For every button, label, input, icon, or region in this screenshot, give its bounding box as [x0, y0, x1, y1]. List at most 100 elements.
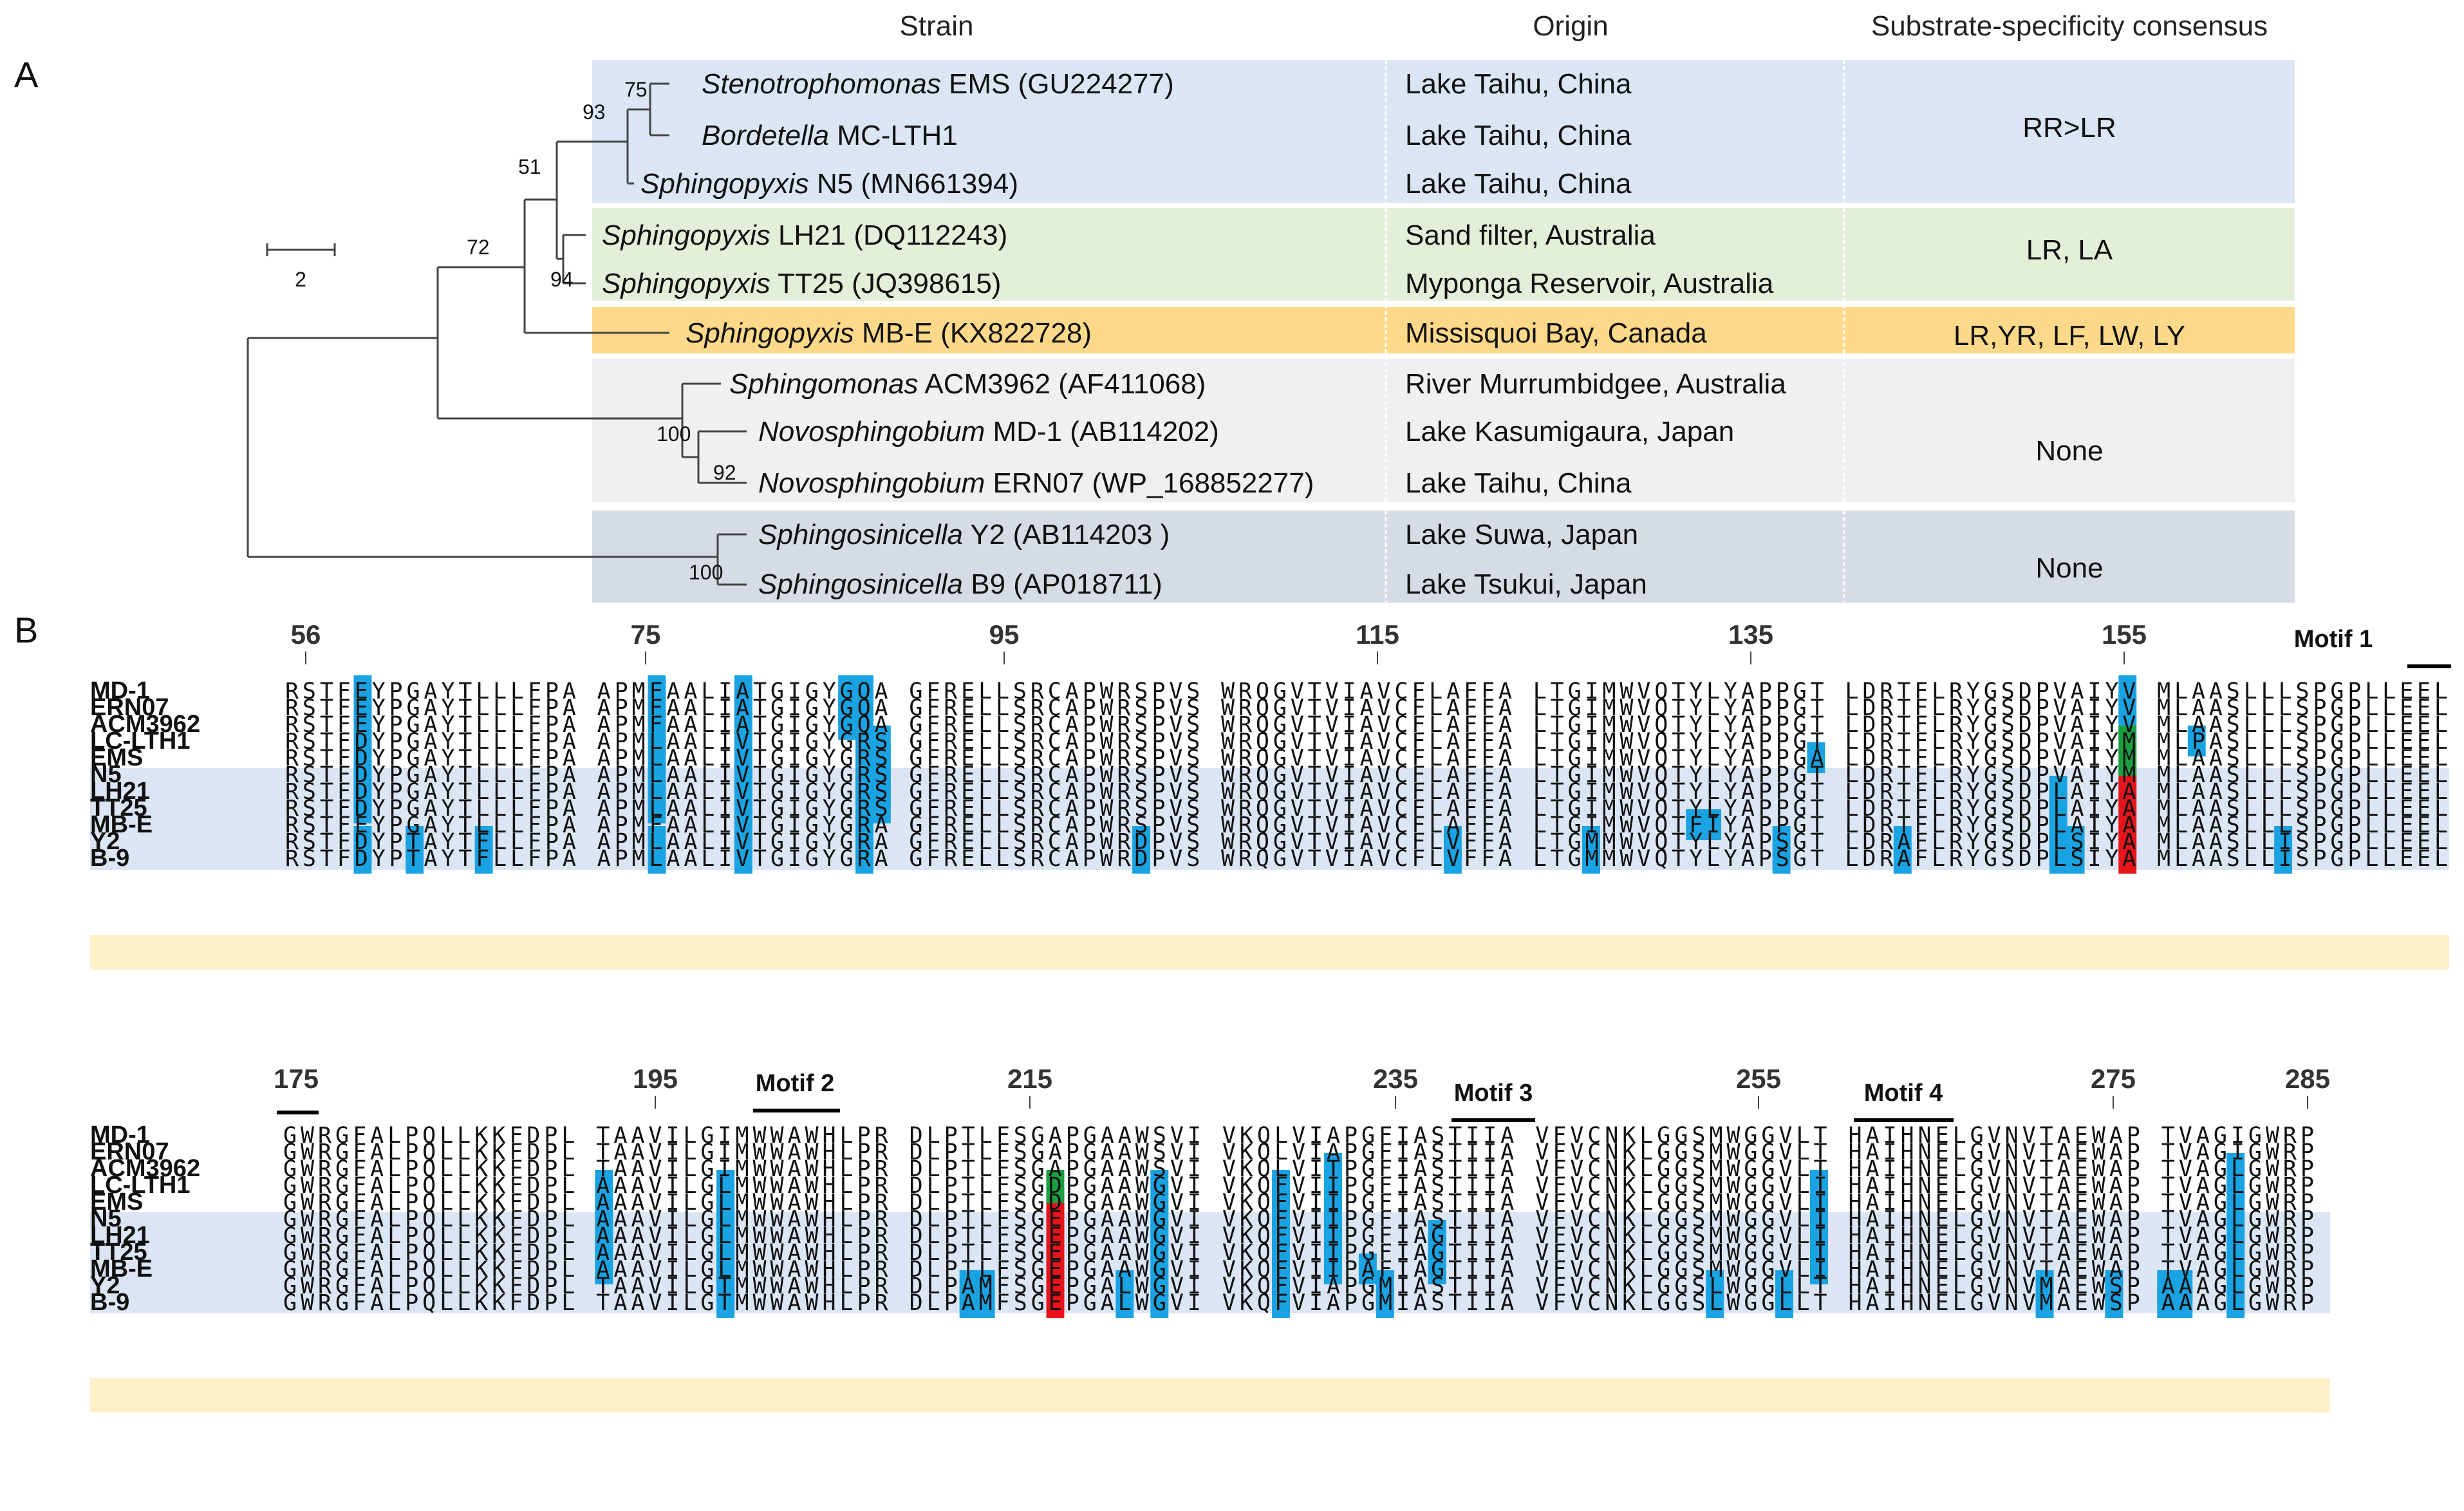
residue-highlight: [1772, 843, 1791, 874]
residue-highlight: [2105, 1287, 2123, 1318]
bootstrap-value: 72: [467, 236, 490, 259]
residue-highlight: [474, 843, 493, 874]
group-bg-none-1: [592, 359, 2295, 502]
strain-label: Sphingopyxis LH21 (DQ112243): [602, 220, 1007, 251]
sequence-name: LC-LTH1: [90, 1172, 191, 1199]
residue-highlight: [734, 843, 752, 874]
sequence-name: LH21: [90, 1222, 150, 1249]
residue-highlight: [2066, 843, 2085, 874]
position-label: 135: [1728, 619, 1773, 650]
sequence-name: LC-LTH1: [90, 727, 191, 755]
strain-label: Sphingopyxis TT25 (JQ398615): [602, 268, 1001, 299]
sequence-name: N5: [90, 1205, 122, 1232]
position-label: 175: [274, 1064, 319, 1094]
residue-highlight: [353, 793, 372, 823]
header-origin: Origin: [1533, 10, 1608, 42]
residue-highlight: [2274, 843, 2293, 874]
motif-label: Motif 2: [756, 1070, 834, 1097]
residue-highlight: [1706, 1287, 1724, 1318]
residue-highlight: [1809, 1253, 1828, 1284]
substrate-label: LR,YR, LF, LW, LY: [1954, 320, 2185, 352]
panel-label-b: B: [14, 610, 38, 650]
sequence-row: GWRGFALPQLLKKFDPL TAAVILGTMWWAWHLPR DLPA…: [283, 1290, 2314, 1316]
substrate-labels: RR>LR LR, LA LR,YR, LF, LW, LY None None: [1954, 112, 2185, 584]
residue-highlight: [1358, 1253, 1377, 1284]
origin-label: Sand filter, Australia: [1405, 220, 1656, 251]
sequence-names-1: MD-1ERN07ACM3962LC-LTH1EMSN5LH21TT25MB-E…: [90, 677, 200, 872]
sequence-row: GWRGFALPQLLKKFDPL AAAVILGLMWWAWHLPR DLPT…: [283, 1223, 2314, 1249]
motif-label: Motif 4: [1864, 1080, 1943, 1107]
origin-label: Myponga Reservoir, Australia: [1405, 268, 1774, 299]
sequence-name: N5: [90, 761, 122, 788]
strain-label: Sphingopyxis MB-E (KX822728): [686, 317, 1092, 349]
alignment-block-2: MD-1ERN07ACM3962LC-LTH1EMSN5LH21TT25MB-E…: [90, 1064, 2330, 1412]
sequence-name: B-9: [90, 1289, 129, 1316]
residue-highlight: [1323, 1253, 1342, 1284]
row-highlight-mbe: [90, 935, 2449, 970]
group-bg-lr-la: [592, 208, 2295, 301]
sequence-name: LH21: [90, 778, 150, 805]
motif-label: Motif 1: [2294, 626, 2373, 653]
sequence-name: TT25: [90, 1239, 147, 1266]
bootstrap-value: 92: [713, 461, 736, 484]
sequence-name: EMS: [90, 1188, 143, 1215]
origin-label: Lake Taihu, China: [1405, 68, 1632, 100]
sequence-row: GWRGFALPQLLKKFDPL AAAVILGLMWWAWHLPR DLPT…: [283, 1190, 2314, 1215]
sequence-row: GWRGFALPQLLKKFDPL TAAVILGIMWWAWHLPR DLPT…: [283, 1140, 2314, 1165]
strain-label: Sphingopyxis N5 (MN661394): [640, 168, 1018, 200]
residue-highlights-1: [353, 675, 2293, 874]
substrate-label: RR>LR: [2022, 112, 2116, 144]
sequence-name: MD-1: [90, 677, 150, 704]
position-label: 75: [631, 619, 661, 650]
bootstrap-value: 100: [689, 561, 723, 584]
position-label: 235: [1373, 1064, 1418, 1094]
bootstrap-value: 100: [657, 422, 691, 446]
position-label: 255: [1736, 1064, 1781, 1094]
residue-highlight: [855, 843, 873, 874]
sequence-row: GWRGFALPQLLKKFDPL AAAVILGLMWWAWHLPR DLPT…: [283, 1173, 2314, 1199]
sequence-name: Y2: [90, 1272, 120, 1299]
origin-label: Missisquoi Bay, Canada: [1405, 317, 1707, 349]
strain-label: Sphingomonas ACM3962 (AF411068): [729, 368, 1206, 400]
residue-highlight: [2157, 1287, 2176, 1318]
sequence-row: GWRGFALPQLLKKFDPL TAAVILGTMWWAWHLPR DLPA…: [283, 1273, 2314, 1299]
residue-highlight: [2174, 1287, 2193, 1318]
position-label: 215: [1007, 1064, 1052, 1094]
origin-label: Lake Taihu, China: [1405, 168, 1632, 200]
sequence-row: GWRGFALPQLLKKFDPL AAAVILGLMWWAWHLPR DLPT…: [283, 1240, 2314, 1266]
strain-label: Novosphingobium ERN07 (WP_168852277): [758, 467, 1314, 499]
residue-highlight: [595, 1253, 613, 1284]
origin-label: Lake Taihu, China: [1405, 120, 1632, 151]
group-bg-rr: [592, 60, 2295, 203]
sequence-name: Y2: [90, 828, 120, 855]
position-label: 155: [2102, 619, 2147, 650]
group-backgrounds: [592, 60, 2295, 603]
sequence-row: GWRGFALPQLLKKFDPL AAAVILGLMWWAWHLPR DLPT…: [283, 1206, 2314, 1232]
residue-highlight: [353, 843, 372, 874]
sequence-row: GWRGFALPQLLKKFDPL TAAVILGIMWWAWHLPR DLPT…: [283, 1156, 2314, 1182]
strain-label: Sphingosinicella Y2 (AB114203 ): [758, 519, 1170, 550]
residue-highlight: [2118, 843, 2137, 874]
residue-highlight: [648, 843, 666, 874]
sequences-2: GWRGFALPQLLKKFDPL TAAVILGIMWWAWHLPR DLPT…: [283, 1123, 2314, 1316]
residue-highlight: [2035, 1287, 2054, 1318]
position-label: 115: [1356, 619, 1399, 650]
residue-highlight: [1807, 742, 1825, 773]
sequence-name: TT25: [90, 794, 147, 821]
bootstrap-value: 93: [583, 100, 606, 124]
residue-highlight: [2187, 726, 2206, 756]
header-strain: Strain: [900, 10, 974, 42]
sequence-name: B-9: [90, 845, 129, 872]
origin-label: Lake Kasumigaura, Japan: [1405, 416, 1734, 447]
position-ticks-2: 175 195 215 235 255 275 285 Motif 2 Moti…: [274, 1064, 2330, 1122]
residue-highlight: [959, 1287, 978, 1318]
residue-highlight: [1132, 843, 1150, 874]
residue-highlight: [1428, 1253, 1446, 1284]
sequence-name: MB-E: [90, 1255, 153, 1282]
sequence-name: ERN07: [90, 694, 169, 721]
row-highlight-mbe-2: [90, 1378, 2330, 1412]
position-ticks-1: 56 75 95 115 135 155 Motif 1: [291, 619, 2451, 668]
motif-label: Motif 3: [1454, 1080, 1533, 1107]
sequence-name: ACM3962: [90, 711, 200, 738]
